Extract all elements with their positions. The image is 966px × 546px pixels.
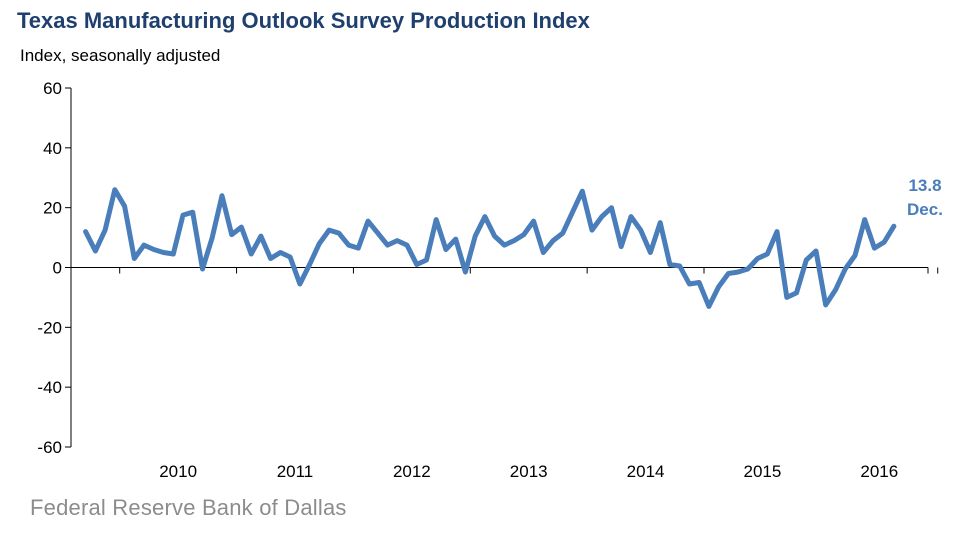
y-tick-label: 0 [53, 259, 62, 278]
x-tick-label: 2015 [744, 462, 782, 481]
y-tick-label: 60 [43, 79, 62, 98]
x-tick-label: 2016 [860, 462, 898, 481]
end-month-label: Dec. [907, 200, 943, 219]
series-line [83, 187, 897, 309]
y-tick-label: -60 [37, 438, 62, 457]
y-tick-label: -20 [37, 318, 62, 337]
y-tick-label: 40 [43, 139, 62, 158]
x-tick-label: 2012 [393, 462, 431, 481]
source-footer: Federal Reserve Bank of Dallas [30, 495, 347, 520]
axes: 60 40 20 0 -20 -40 -60 2010 2011 2012 2013 2014 2015… [37, 79, 939, 481]
series-layer [83, 187, 897, 309]
chart-title: Texas Manufacturing Outlook Survey Produ… [17, 8, 590, 33]
x-tick-label: 2014 [627, 462, 665, 481]
end-value-label: 13.8 [908, 176, 941, 195]
y-tick-label: -40 [37, 378, 62, 397]
x-tick-label: 2011 [277, 462, 314, 481]
y-tick-label: 20 [43, 199, 62, 218]
x-tick-label: 2013 [510, 462, 548, 481]
labels-layer: 13.8 Dec. [907, 176, 943, 219]
y-axis-label: Index, seasonally adjusted [20, 46, 221, 65]
x-tick-label: 2010 [159, 462, 197, 481]
